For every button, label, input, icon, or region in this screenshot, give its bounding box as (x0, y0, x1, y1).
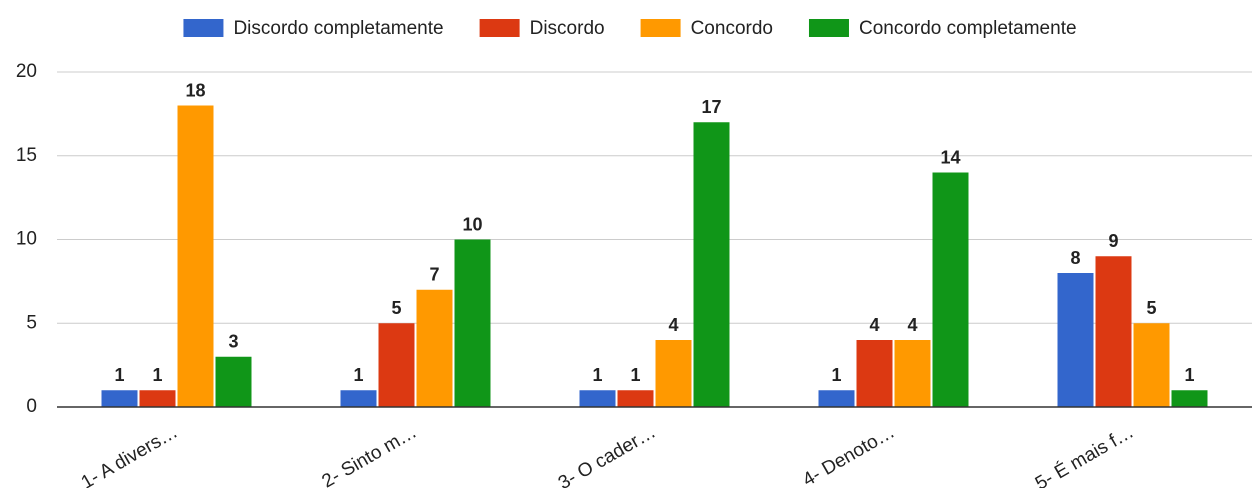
y-tick-label: 0 (26, 396, 37, 417)
value-label: 5 (1146, 298, 1156, 318)
value-label: 7 (429, 265, 439, 285)
value-label: 1 (592, 365, 602, 385)
value-label: 9 (1108, 231, 1118, 251)
bar (894, 340, 931, 407)
legend-swatch (479, 19, 520, 37)
bar (177, 105, 214, 407)
bar (617, 390, 654, 407)
bar (693, 122, 730, 407)
bar (579, 390, 616, 407)
value-label: 1 (114, 365, 124, 385)
bar (101, 390, 138, 407)
legend-label: Discordo (530, 18, 605, 39)
legend-label: Discordo completamente (233, 18, 443, 39)
bar (378, 323, 415, 407)
bar (1057, 273, 1094, 407)
bar (818, 390, 855, 407)
bar (416, 289, 453, 407)
value-label: 4 (907, 315, 917, 335)
bar (1171, 390, 1208, 407)
bar (1095, 256, 1132, 407)
x-tick-label: 3- O cader… (555, 421, 660, 488)
value-label: 8 (1070, 248, 1080, 268)
bar (1133, 323, 1170, 407)
x-tick-label: 2- Sinto m… (319, 421, 421, 488)
x-tick-label: 4- Denoto… (799, 421, 898, 488)
value-label: 4 (869, 315, 879, 335)
value-label: 17 (701, 97, 721, 117)
bar (215, 356, 252, 407)
value-label: 18 (185, 80, 205, 100)
value-label: 3 (228, 332, 238, 352)
y-tick-label: 15 (16, 145, 37, 166)
value-label: 10 (462, 214, 482, 234)
value-label: 1 (152, 365, 162, 385)
legend-swatch (808, 19, 849, 37)
bar (454, 239, 491, 407)
y-tick-label: 5 (26, 312, 37, 333)
bar (655, 340, 692, 407)
value-label: 1 (1184, 365, 1194, 385)
y-tick-label: 20 (16, 61, 37, 82)
legend-label: Concordo (691, 18, 773, 39)
value-label: 4 (668, 315, 678, 335)
legend-swatch (183, 19, 224, 37)
bar (856, 340, 893, 407)
x-tick-label: 5- É mais f… (1032, 421, 1138, 488)
y-tick-label: 10 (16, 229, 37, 250)
value-label: 1 (831, 365, 841, 385)
value-label: 1 (353, 365, 363, 385)
legend: Discordo completamente Discordo Concordo Co… (183, 18, 1077, 39)
value-label: 5 (391, 298, 401, 318)
bar (932, 172, 969, 407)
legend-swatch (640, 19, 681, 37)
x-tick-label: 1- A divers… (78, 421, 182, 488)
value-label: 14 (940, 147, 960, 167)
bar (340, 390, 377, 407)
value-label: 1 (630, 365, 640, 385)
bar (139, 390, 176, 407)
legend-label: Concordo completamente (859, 18, 1077, 39)
